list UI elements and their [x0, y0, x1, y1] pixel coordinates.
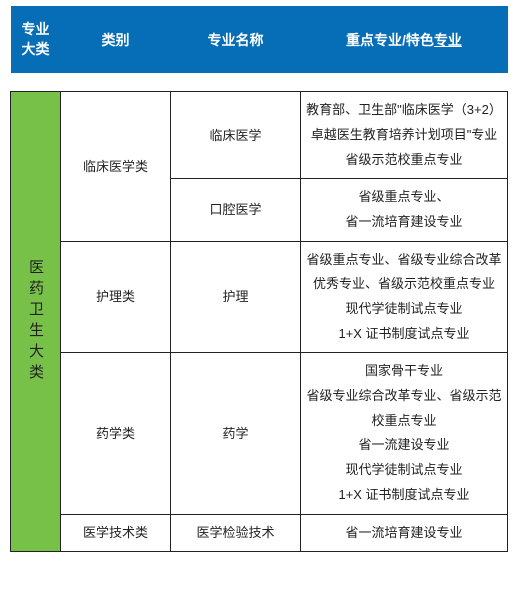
header-col1-line2: 大类	[22, 41, 50, 57]
feature-cell: 教育部、卫生部"临床医学（3+2）卓越医生教育培养计划项目"专业省级示范校重点专…	[301, 92, 508, 179]
header-row: 专业 大类 类别 专业名称 重点专业/特色专业	[11, 6, 508, 73]
major-name-cell: 口腔医学	[171, 179, 301, 241]
major-category-cell: 医药卫生大类	[11, 92, 61, 552]
gap-cell	[11, 73, 508, 92]
table-row: 药学类 药学 国家骨干专业省级专业综合改革专业、省级示范校重点专业省一流建设专业…	[11, 353, 508, 514]
table-container: 专业 大类 类别 专业名称 重点专业/特色专业 医药卫生大类 临床医学类 临床医…	[0, 0, 518, 562]
majors-table: 专业 大类 类别 专业名称 重点专业/特色专业 医药卫生大类 临床医学类 临床医…	[10, 6, 508, 552]
category-cell: 临床医学类	[61, 92, 171, 241]
header-col4-underlined: 专业	[434, 32, 462, 48]
feature-cell: 国家骨干专业省级专业综合改革专业、省级示范校重点专业省一流建设专业现代学徒制试点…	[301, 353, 508, 514]
major-name-cell: 医学检验技术	[171, 514, 301, 552]
header-col-major-name: 专业名称	[171, 6, 301, 73]
header-col-category: 类别	[61, 6, 171, 73]
table-row: 护理类 护理 省级重点专业、省级专业综合改革优秀专业、省级示范校重点专业现代学徒…	[11, 241, 508, 353]
feature-cell: 省级重点专业、省一流培育建设专业	[301, 179, 508, 241]
major-name-cell: 临床医学	[171, 92, 301, 179]
category-cell: 护理类	[61, 241, 171, 353]
major-name-cell: 药学	[171, 353, 301, 514]
table-row: 医学技术类 医学检验技术 省一流培育建设专业	[11, 514, 508, 552]
table-row: 医药卫生大类 临床医学类 临床医学 教育部、卫生部"临床医学（3+2）卓越医生教…	[11, 92, 508, 179]
major-name-cell: 护理	[171, 241, 301, 353]
category-cell: 药学类	[61, 353, 171, 514]
feature-cell: 省级重点专业、省级专业综合改革优秀专业、省级示范校重点专业现代学徒制试点专业1+…	[301, 241, 508, 353]
header-col4-prefix: 重点专业/特色	[346, 32, 434, 48]
gap-row	[11, 73, 508, 92]
header-col-major-category: 专业 大类	[11, 6, 61, 73]
feature-cell: 省一流培育建设专业	[301, 514, 508, 552]
header-col1-line1: 专业	[22, 21, 50, 37]
header-col-feature: 重点专业/特色专业	[301, 6, 508, 73]
category-cell: 医学技术类	[61, 514, 171, 552]
